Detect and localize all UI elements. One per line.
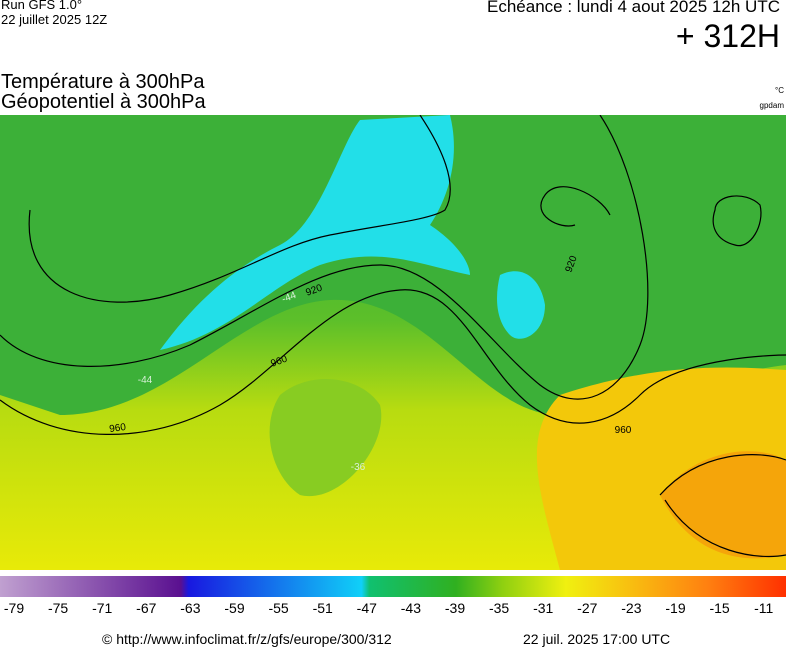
colorbar-label: -15 (709, 600, 730, 616)
colorbar-label: -19 (665, 600, 686, 616)
colorbar-label: -63 (180, 600, 201, 616)
colorbar-label: -75 (47, 600, 69, 616)
colorbar-label: -79 (3, 600, 25, 616)
colorbar-label: -11 (754, 600, 774, 616)
colorbar-label: -47 (356, 600, 377, 616)
colorbar-label: -23 (621, 600, 642, 616)
hour: + 312H (675, 18, 780, 54)
title: Température à 300hPa (1, 71, 205, 93)
colorbar-label: -43 (400, 600, 421, 616)
colorbar-label: -27 (577, 600, 598, 616)
colorbar-label: -55 (268, 600, 289, 616)
run-date: 22 juillet 2025 12Z (1, 12, 108, 27)
local-anomaly (269, 378, 382, 497)
colorbar (0, 576, 786, 597)
source: © http://www.infoclimat.fr/z/gfs/europe/… (102, 631, 392, 647)
isotherm-label: -36 (351, 462, 366, 473)
warm-core (660, 451, 786, 559)
echeance: Echéance : lundi 4 aout 2025 12h UTC (487, 0, 780, 16)
cold-zone (0, 115, 786, 415)
cold-core (160, 115, 470, 350)
unit: °C (775, 86, 784, 95)
generated: 22 juil. 2025 17:00 UTC (523, 631, 671, 647)
unit: gpdam (759, 101, 784, 110)
colorbar-label: -51 (312, 600, 333, 616)
colorbar-label: -39 (444, 600, 466, 616)
cold-core (497, 271, 545, 339)
contours (0, 115, 786, 558)
colorbar-label: -71 (92, 600, 113, 616)
isotherm-label: -44 (280, 290, 298, 305)
colorbar-label: -59 (224, 600, 245, 616)
isotherm-label: -44 (138, 375, 153, 386)
title: Géopotentiel à 300hPa (1, 91, 206, 113)
run: Run GFS 1.0° (1, 0, 83, 12)
colorbar-label: -67 (136, 600, 157, 616)
colorbar-label: -31 (533, 600, 554, 616)
colorbar-label: -35 (488, 600, 510, 616)
contour-label: 960 (109, 422, 127, 435)
contour-label: 960 (615, 425, 632, 436)
